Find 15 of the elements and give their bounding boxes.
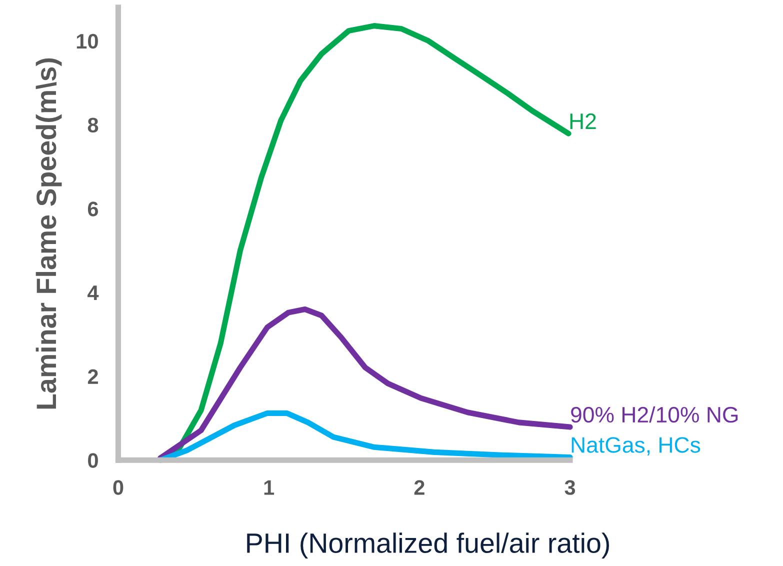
x-axis-title: PHI (Normalized fuel/air ratio)	[247, 532, 609, 558]
series-label: NatGas, HCs	[572, 437, 700, 456]
y-tick-label: 10	[76, 34, 98, 49]
y-tick-label: 4	[88, 286, 99, 300]
y-tick-label: 2	[88, 369, 98, 384]
y-tick-label: 0	[88, 453, 98, 468]
y-tick-label: 8	[88, 118, 98, 133]
x-tick-label: 1	[264, 480, 274, 495]
x-tick-label: 0	[113, 480, 124, 495]
series-label: 90% H2/10% NG	[571, 406, 738, 423]
y-tick-label: 6	[88, 202, 98, 216]
x-tick-label: 2	[414, 480, 424, 495]
x-tick-label: 3	[564, 480, 576, 495]
series-label: H2	[570, 113, 596, 129]
y-axis-title: Laminar Flame Speed(m\s)	[36, 58, 62, 409]
